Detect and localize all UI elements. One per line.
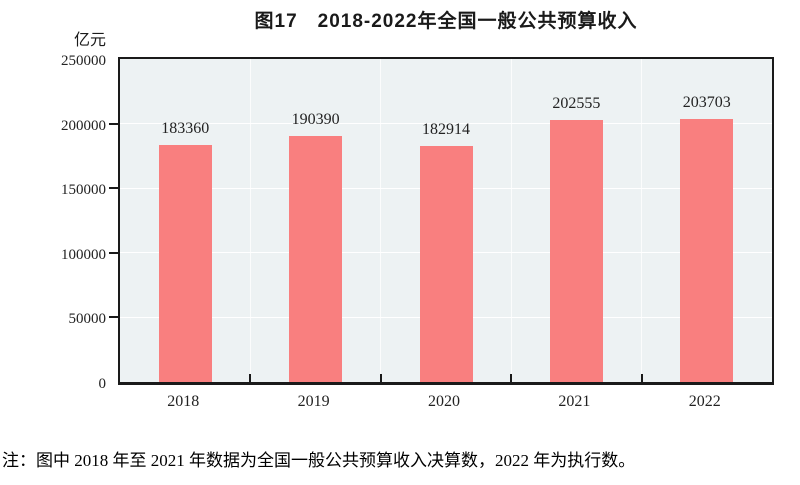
gridline-vertical bbox=[249, 59, 251, 382]
x-axis-tick bbox=[640, 374, 643, 382]
y-axis-tick bbox=[109, 251, 118, 254]
gridline-vertical bbox=[380, 59, 382, 382]
x-axis-category-label: 2018 bbox=[167, 393, 200, 410]
bar-value-label: 190390 bbox=[291, 111, 340, 129]
bar bbox=[419, 145, 473, 382]
bar bbox=[549, 120, 603, 382]
y-axis-unit-label: 亿元 bbox=[73, 32, 106, 49]
x-axis-category-label: 2020 bbox=[427, 393, 460, 410]
x-axis-category-label: 2021 bbox=[558, 393, 591, 410]
y-axis-tick bbox=[109, 187, 118, 190]
y-axis-tick-label: 100000 bbox=[61, 246, 106, 263]
y-axis-tick-label: 150000 bbox=[61, 182, 106, 199]
bar-value-label: 182914 bbox=[422, 120, 470, 138]
gridline-vertical bbox=[641, 59, 643, 382]
x-axis-tick bbox=[379, 374, 382, 382]
y-axis-tick-label: 50000 bbox=[68, 311, 107, 328]
chart-title: 图17 2018-2022年全国一般公共预算收入 bbox=[254, 11, 638, 32]
footnote: 注：图中 2018 年至 2021 年数据为全国一般公共预算收入决算数，2022… bbox=[2, 451, 636, 470]
y-axis-tick bbox=[109, 316, 118, 319]
y-axis: 0 50000 100000 150000 200000 250000 bbox=[0, 53, 107, 392]
y-axis-tick-label: 200000 bbox=[61, 117, 106, 134]
x-axis-category-label: 2019 bbox=[297, 393, 330, 410]
bar-value-label: 202555 bbox=[552, 95, 601, 113]
bar bbox=[289, 136, 343, 382]
y-axis-tick-label: 250000 bbox=[61, 53, 106, 69]
x-axis-tick bbox=[249, 374, 252, 382]
x-axis: 2018 2019 2020 2021 2022 bbox=[118, 393, 774, 415]
gridline-vertical bbox=[510, 59, 512, 382]
x-axis-category-label: 2022 bbox=[688, 393, 721, 410]
bar-value-label: 203703 bbox=[682, 93, 731, 111]
bar bbox=[158, 145, 212, 382]
plot-inner: 183360 190390 182914 202555 203703 bbox=[120, 59, 772, 382]
bar-value-label: 183360 bbox=[161, 120, 210, 138]
bar bbox=[680, 118, 734, 382]
y-axis-tick bbox=[109, 122, 118, 125]
plot-area: 183360 190390 182914 202555 203703 bbox=[118, 57, 774, 385]
gridline-horizontal bbox=[120, 123, 772, 125]
x-axis-tick bbox=[510, 374, 513, 382]
y-axis-tick-label: 0 bbox=[98, 376, 107, 392]
